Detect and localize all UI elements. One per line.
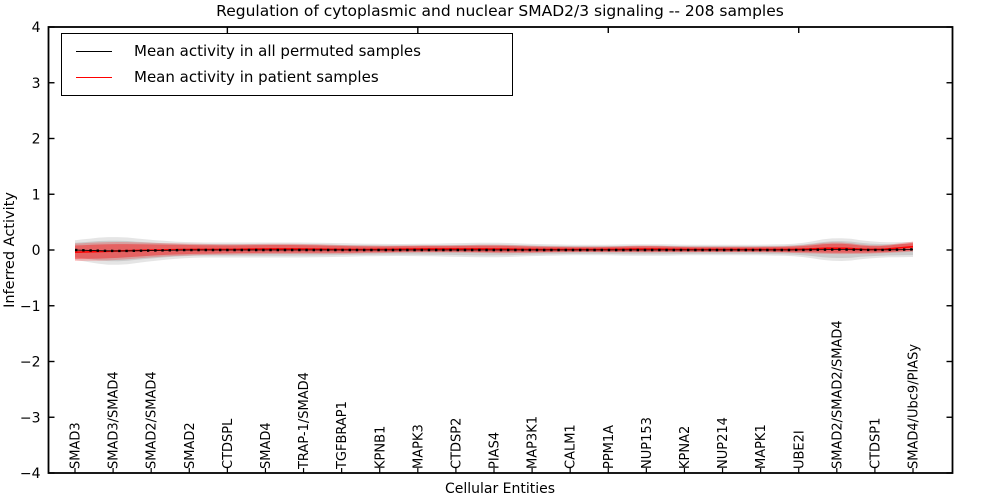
legend: Mean activity in all permuted samples Me… xyxy=(61,33,513,96)
x-tick-label: CTDSP2 xyxy=(449,418,464,469)
x-axis-title: Cellular Entities xyxy=(444,481,556,497)
x-tick-label: SMAD2 xyxy=(183,422,198,469)
x-tick-label: NUP214 xyxy=(716,417,731,469)
y-axis-title: Inferred Activity xyxy=(2,192,18,308)
x-tick-label: PIAS4 xyxy=(488,432,503,469)
legend-item-permuted: Mean activity in all permuted samples xyxy=(76,44,512,59)
x-tick-label: SMAD2/SMAD4 xyxy=(145,371,160,469)
legend-label-permuted: Mean activity in all permuted samples xyxy=(134,42,421,61)
y-tick-label: 0 xyxy=(32,243,41,259)
y-tick-label: 4 xyxy=(32,20,41,36)
x-tick-label: CTDSPL xyxy=(221,418,236,469)
x-tick-label: SMAD2/SMAD2/SMAD4 xyxy=(830,320,845,469)
x-tick-label: SMAD4/Ubc9/PIASy xyxy=(907,344,922,469)
legend-item-patient: Mean activity in patient samples xyxy=(76,67,512,86)
red-line-sample-icon xyxy=(76,76,112,78)
y-tick-label: −1 xyxy=(20,299,41,315)
x-tick-label: MAPK3 xyxy=(411,424,426,469)
x-tick-label: SMAD4 xyxy=(259,422,274,469)
x-tick-label: SMAD3/SMAD4 xyxy=(107,371,122,469)
y-tick-label: −4 xyxy=(20,466,41,482)
x-tick-label: CALM1 xyxy=(564,424,579,469)
x-tick-label: SMAD3 xyxy=(69,422,84,469)
x-tick-label: PPM1A xyxy=(602,425,617,469)
y-tick-label: 1 xyxy=(32,187,41,203)
chart-title: Regulation of cytoplasmic and nuclear SM… xyxy=(216,2,784,20)
y-tick-label: −3 xyxy=(20,410,41,426)
x-tick-label: KPNB1 xyxy=(373,426,388,469)
permuted-mean-markers xyxy=(74,248,914,253)
x-tick-label: MAP3K1 xyxy=(526,416,541,469)
black-line-sample-icon xyxy=(76,51,112,53)
x-tick-label: NUP153 xyxy=(640,417,655,469)
x-tick-label: TRAP-1/SMAD4 xyxy=(297,372,312,470)
y-tick-label: 2 xyxy=(32,132,41,148)
y-tick-label: −2 xyxy=(20,355,41,371)
x-tick-label: CTDSP1 xyxy=(868,418,883,469)
x-tick-label: KPNA2 xyxy=(678,426,693,469)
y-tick-label: 3 xyxy=(32,76,41,92)
x-tick-label: UBE2I xyxy=(792,430,807,469)
legend-label-patient: Mean activity in patient samples xyxy=(134,67,379,86)
x-tick-label: MAPK1 xyxy=(754,424,769,469)
x-tick-label: TGFBRAP1 xyxy=(335,401,350,470)
patient-band-outer xyxy=(75,241,913,261)
